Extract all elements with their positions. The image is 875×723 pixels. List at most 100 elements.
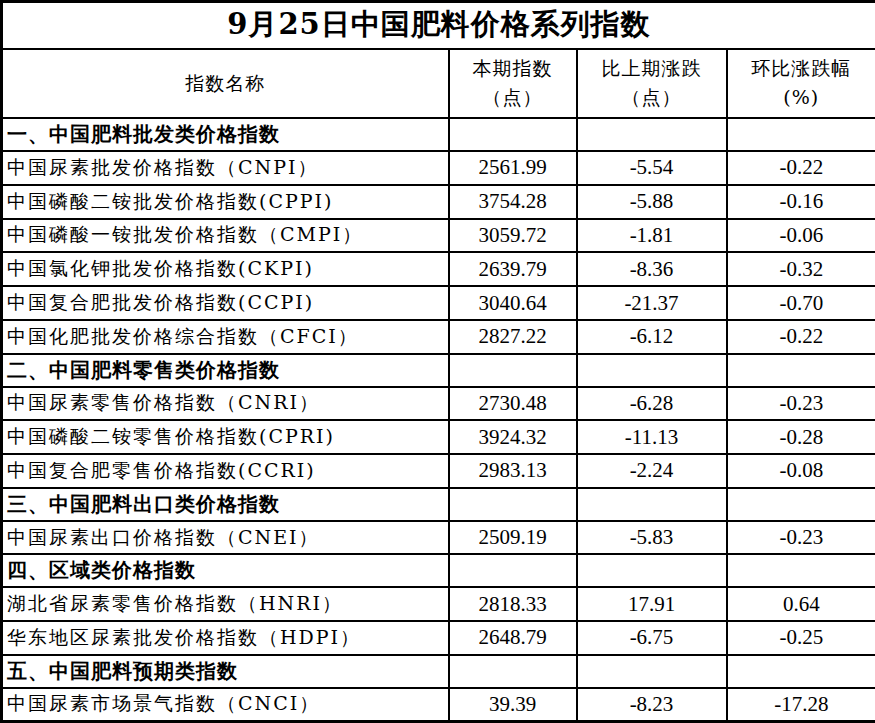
change-cell: 17.91 (577, 587, 727, 621)
empty-cell (727, 354, 875, 387)
current-index-cell: 2561.99 (449, 151, 577, 185)
empty-cell (449, 488, 577, 521)
table-row: 中国尿素出口价格指数（CNEI）2509.19-5.83-0.23 (2, 521, 875, 555)
current-index-cell: 3040.64 (449, 286, 577, 320)
empty-cell (449, 655, 577, 688)
section-header-row: 二、中国肥料零售类价格指数 (2, 354, 875, 387)
index-name-cell: 中国化肥批发价格综合指数（CFCI） (2, 320, 449, 354)
change-cell: -5.83 (577, 521, 727, 555)
empty-cell (449, 554, 577, 587)
table-row: 中国磷酸二铵零售价格指数(CPRI)3924.32-11.13-0.28 (2, 420, 875, 454)
empty-cell (727, 118, 875, 151)
current-index-cell: 2827.22 (449, 320, 577, 354)
column-header-change: 比上期涨跌 （点） (577, 49, 727, 119)
empty-cell (449, 354, 577, 387)
table-row: 中国磷酸二铵批发价格指数(CPPI)3754.28-5.88-0.16 (2, 185, 875, 219)
pct-change-cell: -0.70 (727, 286, 875, 320)
change-cell: -8.36 (577, 252, 727, 286)
pct-change-cell: -0.22 (727, 151, 875, 185)
pct-change-cell: -0.32 (727, 252, 875, 286)
pct-change-cell: -0.23 (727, 521, 875, 555)
index-name-cell: 华东地区尿素批发价格指数（HDPI） (2, 621, 449, 655)
table-row: 中国氯化钾批发价格指数(CKPI)2639.79-8.36-0.32 (2, 252, 875, 286)
index-name-cell: 中国氯化钾批发价格指数(CKPI) (2, 252, 449, 286)
fertilizer-price-index-table: 9月25日中国肥料价格系列指数 指数名称 本期指数 （点） 比上期涨跌 （点） … (0, 0, 875, 723)
pct-change-cell: -0.06 (727, 219, 875, 253)
pct-change-cell: -0.08 (727, 454, 875, 488)
column-header-sub: (%) (729, 83, 875, 112)
empty-cell (577, 655, 727, 688)
current-index-cell: 2648.79 (449, 621, 577, 655)
index-name-cell: 中国尿素出口价格指数（CNEI） (2, 521, 449, 555)
index-name-cell: 中国磷酸二铵批发价格指数(CPPI) (2, 185, 449, 219)
section-header-label: 二、中国肥料零售类价格指数 (2, 354, 449, 387)
section-header-label: 一、中国肥料批发类价格指数 (2, 118, 449, 151)
empty-cell (727, 554, 875, 587)
change-cell: -2.24 (577, 454, 727, 488)
current-index-cell: 3754.28 (449, 185, 577, 219)
pct-change-cell: -0.23 (727, 387, 875, 421)
empty-cell (577, 488, 727, 521)
fertilizer-index-table-page: 9月25日中国肥料价格系列指数 指数名称 本期指数 （点） 比上期涨跌 （点） … (0, 0, 875, 723)
pct-change-cell: -0.25 (727, 621, 875, 655)
pct-change-cell: -17.28 (727, 688, 875, 722)
table-row: 华东地区尿素批发价格指数（HDPI）2648.79-6.75-0.25 (2, 621, 875, 655)
table-row: 中国化肥批发价格综合指数（CFCI）2827.22-6.12-0.22 (2, 320, 875, 354)
current-index-cell: 39.39 (449, 688, 577, 722)
change-cell: -1.81 (577, 219, 727, 253)
table-row: 中国尿素零售价格指数（CNRI）2730.48-6.28-0.23 (2, 387, 875, 421)
pct-change-cell: -0.16 (727, 185, 875, 219)
column-header-index-name: 指数名称 (2, 49, 449, 119)
change-cell: -5.88 (577, 185, 727, 219)
pct-change-cell: -0.28 (727, 420, 875, 454)
index-name-cell: 中国磷酸二铵零售价格指数(CPRI) (2, 420, 449, 454)
index-name-cell: 中国复合肥批发价格指数(CCPI) (2, 286, 449, 320)
change-cell: -6.12 (577, 320, 727, 354)
current-index-cell: 3924.32 (449, 420, 577, 454)
change-cell: -6.28 (577, 387, 727, 421)
section-header-row: 四、区域类价格指数 (2, 554, 875, 587)
section-header-row: 五、中国肥料预期类指数 (2, 655, 875, 688)
current-index-cell: 2983.13 (449, 454, 577, 488)
column-header-sub: （点） (579, 83, 725, 112)
index-name-cell: 中国磷酸一铵批发价格指数（CMPI） (2, 219, 449, 253)
empty-cell (727, 655, 875, 688)
column-header-sub: （点） (451, 83, 575, 112)
current-index-cell: 2509.19 (449, 521, 577, 555)
change-cell: -6.75 (577, 621, 727, 655)
section-header-label: 四、区域类价格指数 (2, 554, 449, 587)
table-title-row: 9月25日中国肥料价格系列指数 (2, 2, 875, 49)
table-row: 中国尿素市场景气指数（CNCI）39.39-8.23-17.28 (2, 688, 875, 722)
current-index-cell: 2730.48 (449, 387, 577, 421)
current-index-cell: 2818.33 (449, 587, 577, 621)
table-row: 中国磷酸一铵批发价格指数（CMPI）3059.72-1.81-0.06 (2, 219, 875, 253)
column-header-label: 比上期涨跌 (579, 54, 725, 83)
section-header-row: 三、中国肥料出口类价格指数 (2, 488, 875, 521)
index-name-cell: 湖北省尿素零售价格指数（HNRI） (2, 587, 449, 621)
column-header-row: 指数名称 本期指数 （点） 比上期涨跌 （点） 环比涨跌幅 (%) (2, 49, 875, 119)
column-header-label: 本期指数 (451, 54, 575, 83)
pct-change-cell: 0.64 (727, 587, 875, 621)
section-header-label: 三、中国肥料出口类价格指数 (2, 488, 449, 521)
change-cell: -21.37 (577, 286, 727, 320)
column-header-pct-change: 环比涨跌幅 (%) (727, 49, 875, 119)
section-header-row: 一、中国肥料批发类价格指数 (2, 118, 875, 151)
column-header-label: 环比涨跌幅 (729, 54, 875, 83)
column-header-current-index: 本期指数 （点） (449, 49, 577, 119)
empty-cell (577, 354, 727, 387)
change-cell: -11.13 (577, 420, 727, 454)
empty-cell (577, 118, 727, 151)
current-index-cell: 2639.79 (449, 252, 577, 286)
section-header-label: 五、中国肥料预期类指数 (2, 655, 449, 688)
empty-cell (577, 554, 727, 587)
change-cell: -8.23 (577, 688, 727, 722)
table-row: 中国复合肥批发价格指数(CCPI)3040.64-21.37-0.70 (2, 286, 875, 320)
change-cell: -5.54 (577, 151, 727, 185)
index-name-cell: 中国尿素市场景气指数（CNCI） (2, 688, 449, 722)
index-name-cell: 中国尿素零售价格指数（CNRI） (2, 387, 449, 421)
current-index-cell: 3059.72 (449, 219, 577, 253)
pct-change-cell: -0.22 (727, 320, 875, 354)
column-header-label: 指数名称 (4, 69, 447, 98)
table-row: 湖北省尿素零售价格指数（HNRI）2818.3317.910.64 (2, 587, 875, 621)
empty-cell (449, 118, 577, 151)
